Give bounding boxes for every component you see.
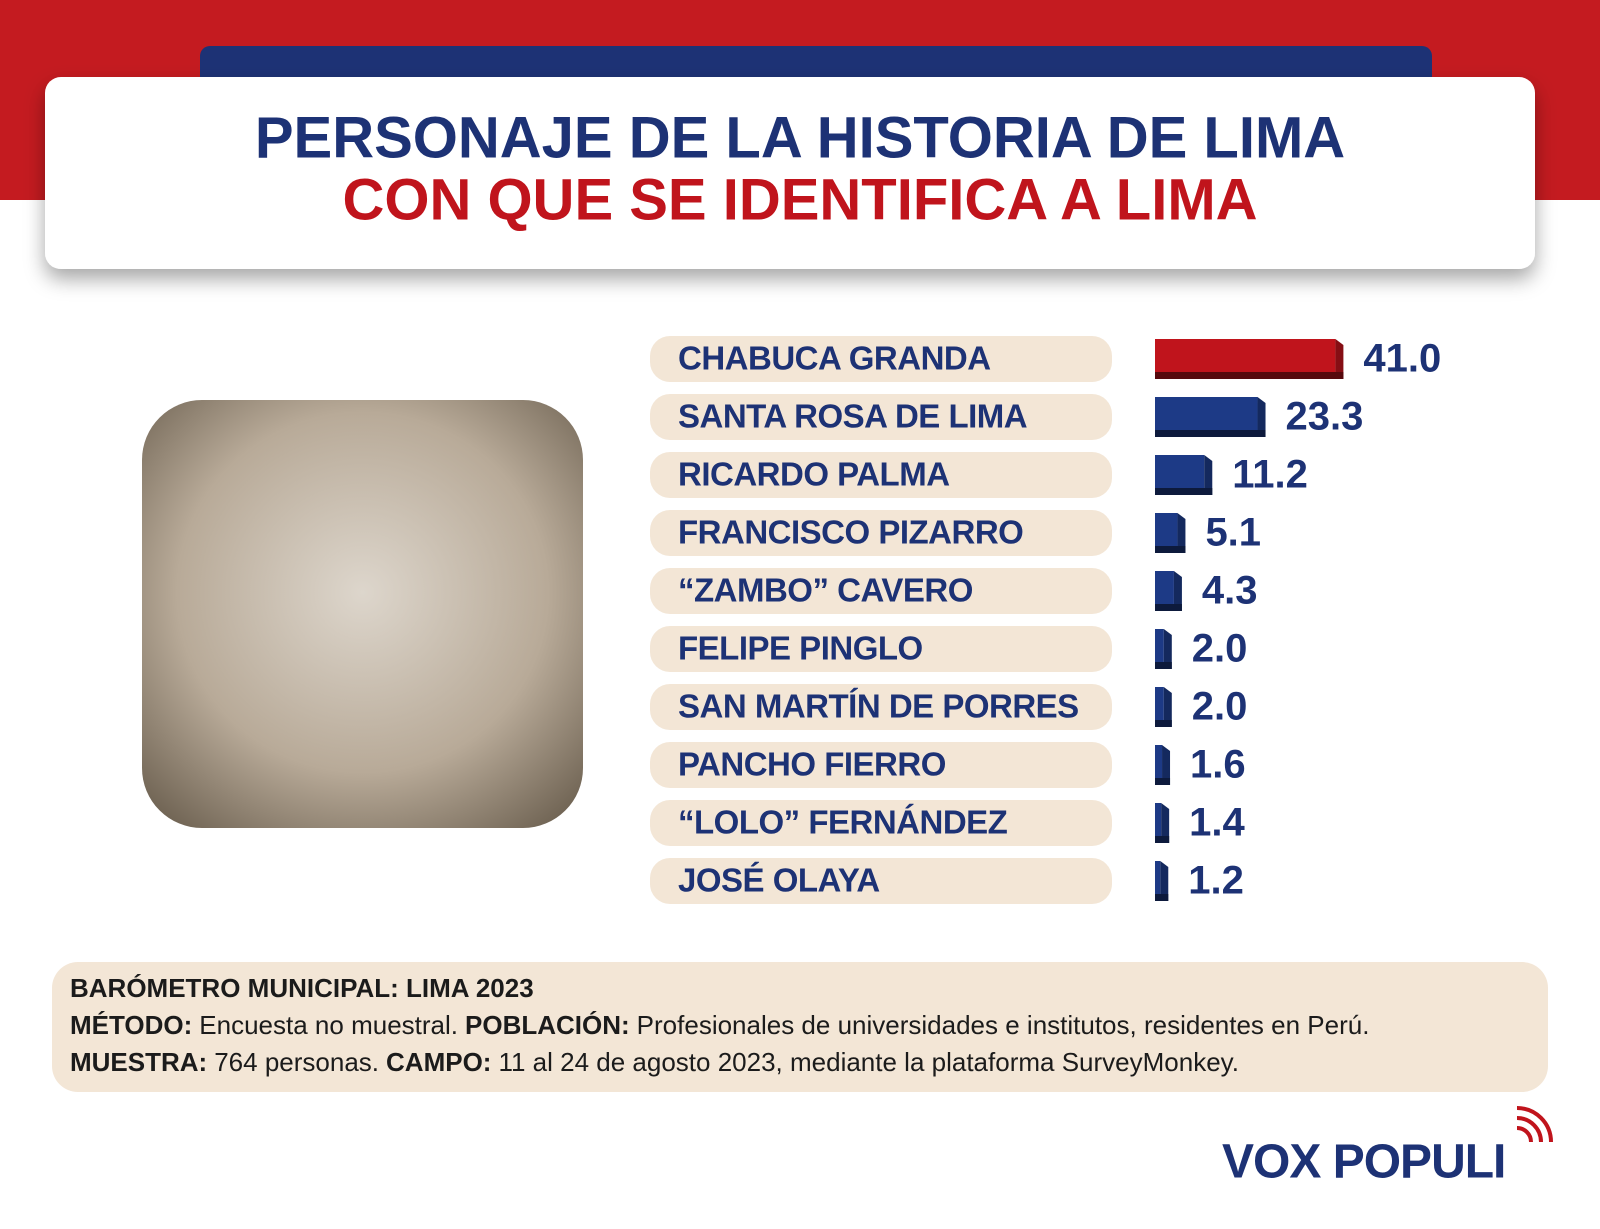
bar-side [1177,513,1186,553]
bar-side [1173,571,1182,611]
footer-label: MÉTODO: [70,1010,192,1040]
bar-side [1163,687,1172,727]
bar-bottom [1155,778,1171,785]
photo [142,400,583,828]
bar-side [1160,861,1169,901]
label-pill [650,568,1112,614]
bar-bottom [1155,372,1344,379]
footer-label: MUESTRA: [70,1047,207,1077]
category-label: SANTA ROSA DE LIMA [678,398,1027,435]
logo-waves [1516,1106,1553,1143]
bar-bottom [1155,720,1172,727]
bar-bottom [1155,894,1169,901]
label-pill [650,684,1112,730]
footer-text: 764 personas. [214,1047,379,1077]
category-label: JOSÉ OLAYA [678,862,880,899]
bar-side [1163,629,1172,669]
footer: BARÓMETRO MUNICIPAL: LIMA 2023 MÉTODO: Enc… [70,973,1369,1077]
title-card [45,77,1535,269]
bar-bottom [1155,430,1266,437]
category-label: FRANCISCO PIZARRO [678,514,1023,551]
footer-label: CAMPO: [386,1047,491,1077]
footer-box [52,962,1548,1092]
footer-text: Profesionales de universidades e institu… [637,1010,1370,1040]
bar-side [1162,745,1171,785]
label-pill [650,510,1112,556]
bar-side [1257,397,1266,437]
category-label: CHABUCA GRANDA [678,340,991,377]
footer-text: Encuesta no muestral. [199,1010,458,1040]
value-label: 1.2 [1188,859,1244,903]
value-label: 2.0 [1192,685,1248,729]
footer-line: MUESTRA: 764 personas. CAMPO: 11 al 24 de a… [70,1047,1239,1077]
value-label: 4.3 [1202,569,1258,613]
value-label: 11.2 [1232,453,1308,497]
bar-bottom [1155,546,1186,553]
label-pill [650,626,1112,672]
label-pill [650,858,1112,904]
label-pill [650,394,1112,440]
footer-line: MÉTODO: Encuesta no muestral. POBLACIÓN: Pr… [70,1010,1369,1040]
bar [1155,513,1178,553]
category-label: SAN MARTÍN DE PORRES [678,688,1079,725]
bar-side [1335,339,1344,379]
label-pill [650,336,1112,382]
chart: CHABUCA GRANDA 41.0 SANTA ROSA DE LIMA 23.3… [650,336,1441,904]
chart-title: CON QUE SE IDENTIFICA A LIMA [342,167,1257,232]
bar-bottom [1155,488,1213,495]
category-label: PANCHO FIERRO [678,746,946,783]
bar-bottom [1155,604,1182,611]
footer-label: POBLACIÓN: [465,1010,630,1040]
bar [1155,629,1164,669]
category-label: “ZAMBO” CAVERO [678,572,973,609]
value-label: 5.1 [1205,511,1261,555]
bar-bottom [1155,836,1170,843]
bar [1155,687,1164,727]
bar [1155,571,1174,611]
value-label: 23.3 [1286,395,1364,439]
category-label: “LOLO” FERNÁNDEZ [678,804,1008,841]
logo: VOX POPULI [1222,1106,1553,1189]
value-label: 1.4 [1189,801,1245,845]
bar-side [1161,803,1170,843]
bar [1155,745,1163,785]
bar [1155,803,1162,843]
label-pill [650,452,1112,498]
value-label: 1.6 [1190,743,1246,787]
bar-side [1204,455,1213,495]
label-pill [650,800,1112,846]
bar-bottom [1155,662,1172,669]
value-label: 41.0 [1363,337,1441,381]
value-label: 2.0 [1192,627,1248,671]
bar [1155,861,1161,901]
footer-label: BARÓMETRO MUNICIPAL: LIMA 2023 [70,973,534,1003]
footer-text: 11 al 24 de agosto 2023, mediante la pla… [498,1047,1239,1077]
category-label: FELIPE PINGLO [678,630,923,667]
label-pill [650,742,1112,788]
category-label: RICARDO PALMA [678,456,950,493]
footer-line: BARÓMETRO MUNICIPAL: LIMA 2023 [70,973,534,1003]
logo-text: VOX POPULI [1222,1136,1505,1189]
chart-title: PERSONAJE DE LA HISTORIA DE LIMA [255,105,1345,170]
